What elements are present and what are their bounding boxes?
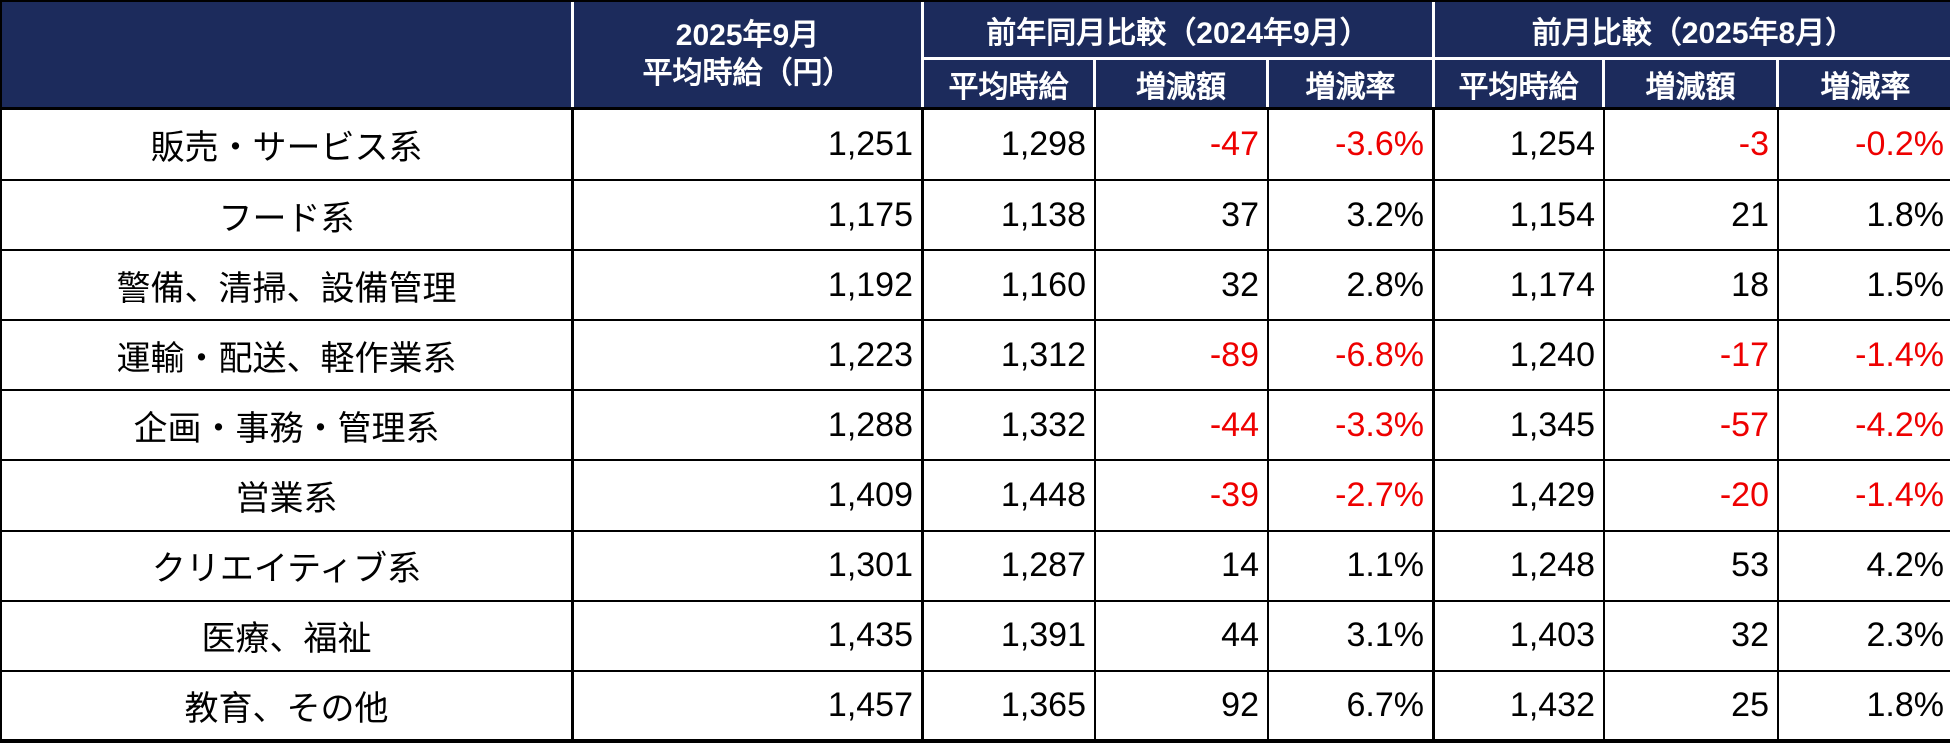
yoy-diff-cell: 37 bbox=[1096, 181, 1269, 252]
mom-avg-header: 平均時給 bbox=[1435, 60, 1605, 107]
mom-avg-cell: 1,432 bbox=[1435, 671, 1605, 739]
mom-avg-cell: 1,154 bbox=[1435, 181, 1605, 252]
table-row: 医療、福祉 1,435 1,391 44 3.1% 1,403 32 2.3% bbox=[2, 601, 1950, 672]
yoy-rate-cell: 1.1% bbox=[1269, 531, 1435, 602]
yoy-avg-cell: 1,298 bbox=[924, 107, 1096, 182]
mom-avg-cell: 1,345 bbox=[1435, 391, 1605, 462]
mom-diff-cell: 32 bbox=[1605, 601, 1779, 672]
yoy-avg-cell: 1,365 bbox=[924, 671, 1096, 739]
mom-rate-cell: 4.2% bbox=[1779, 531, 1950, 602]
current-cell: 1,192 bbox=[574, 251, 924, 322]
header-sub-row: 平均時給 増減額 増減率 平均時給 増減額 増減率 bbox=[2, 60, 1950, 107]
category-cell: クリエイティブ系 bbox=[2, 531, 574, 602]
current-cell: 1,409 bbox=[574, 461, 924, 532]
current-cell: 1,457 bbox=[574, 671, 924, 739]
table-row: 教育、その他 1,457 1,365 92 6.7% 1,432 25 1.8% bbox=[2, 671, 1950, 739]
yoy-diff-cell: 32 bbox=[1096, 251, 1269, 322]
yoy-avg-cell: 1,391 bbox=[924, 601, 1096, 672]
mom-rate-cell: -0.2% bbox=[1779, 107, 1950, 182]
mom-rate-cell: 1.5% bbox=[1779, 251, 1950, 322]
mom-diff-cell: -20 bbox=[1605, 461, 1779, 532]
yoy-avg-cell: 1,448 bbox=[924, 461, 1096, 532]
yoy-avg-cell: 1,332 bbox=[924, 391, 1096, 462]
yoy-avg-cell: 1,287 bbox=[924, 531, 1096, 602]
current-cell: 1,251 bbox=[574, 107, 924, 182]
category-cell: 運輸・配送、軽作業系 bbox=[2, 321, 574, 392]
mom-rate-cell: 2.3% bbox=[1779, 601, 1950, 672]
table-body: 販売・サービス系 1,251 1,298 -47 -3.6% 1,254 -3 -0.2% フー… bbox=[2, 107, 1950, 739]
category-cell: 販売・サービス系 bbox=[2, 107, 574, 182]
mom-avg-cell: 1,248 bbox=[1435, 531, 1605, 602]
table-row: 運輸・配送、軽作業系 1,223 1,312 -89 -6.8% 1,240 -17 -1.4… bbox=[2, 321, 1950, 392]
mom-group-header: 前月比較（2025年8月） bbox=[1435, 2, 1950, 60]
table-row: 営業系 1,409 1,448 -39 -2.7% 1,429 -20 -1.4% bbox=[2, 461, 1950, 532]
yoy-avg-cell: 1,138 bbox=[924, 181, 1096, 252]
mom-avg-cell: 1,240 bbox=[1435, 321, 1605, 392]
mom-avg-cell: 1,429 bbox=[1435, 461, 1605, 532]
mom-diff-cell: 18 bbox=[1605, 251, 1779, 322]
category-cell: 教育、その他 bbox=[2, 671, 574, 739]
yoy-diff-cell: -39 bbox=[1096, 461, 1269, 532]
yoy-diff-cell: 92 bbox=[1096, 671, 1269, 739]
mom-rate-cell: 1.8% bbox=[1779, 671, 1950, 739]
yoy-rate-cell: -3.6% bbox=[1269, 107, 1435, 182]
mom-diff-header: 増減額 bbox=[1605, 60, 1779, 107]
mom-diff-cell: -3 bbox=[1605, 107, 1779, 182]
yoy-rate-cell: 3.2% bbox=[1269, 181, 1435, 252]
yoy-group-header: 前年同月比較（2024年9月） bbox=[924, 2, 1435, 60]
mom-diff-cell: 21 bbox=[1605, 181, 1779, 252]
mom-diff-cell: 25 bbox=[1605, 671, 1779, 739]
table-row: フード系 1,175 1,138 37 3.2% 1,154 21 1.8% bbox=[2, 181, 1950, 252]
yoy-rate-cell: 2.8% bbox=[1269, 251, 1435, 322]
current-cell: 1,288 bbox=[574, 391, 924, 462]
yoy-rate-cell: 6.7% bbox=[1269, 671, 1435, 739]
header-group-row: 2025年9月 平均時給（円） 前年同月比較（2024年9月） 前月比較（202… bbox=[2, 2, 1950, 107]
yoy-diff-cell: -47 bbox=[1096, 107, 1269, 182]
yoy-avg-cell: 1,160 bbox=[924, 251, 1096, 322]
table-row: 販売・サービス系 1,251 1,298 -47 -3.6% 1,254 -3 -0.2% bbox=[2, 107, 1950, 182]
mom-rate-cell: 1.8% bbox=[1779, 181, 1950, 252]
current-cell: 1,435 bbox=[574, 601, 924, 672]
yoy-diff-header: 増減額 bbox=[1096, 60, 1269, 107]
mom-diff-cell: -17 bbox=[1605, 321, 1779, 392]
yoy-diff-cell: -44 bbox=[1096, 391, 1269, 462]
category-cell: 警備、清掃、設備管理 bbox=[2, 251, 574, 322]
yoy-diff-cell: -89 bbox=[1096, 321, 1269, 392]
current-cell: 1,223 bbox=[574, 321, 924, 392]
mom-rate-cell: -4.2% bbox=[1779, 391, 1950, 462]
mom-diff-cell: 53 bbox=[1605, 531, 1779, 602]
mom-rate-header: 増減率 bbox=[1779, 60, 1950, 107]
yoy-rate-cell: 3.1% bbox=[1269, 601, 1435, 672]
current-cell: 1,175 bbox=[574, 181, 924, 252]
yoy-rate-header: 増減率 bbox=[1269, 60, 1435, 107]
yoy-diff-cell: 14 bbox=[1096, 531, 1269, 602]
table-row: 警備、清掃、設備管理 1,192 1,160 32 2.8% 1,174 18 1.5% bbox=[2, 251, 1950, 322]
category-cell: フード系 bbox=[2, 181, 574, 252]
mom-avg-cell: 1,254 bbox=[1435, 107, 1605, 182]
mom-rate-cell: -1.4% bbox=[1779, 321, 1950, 392]
table-row: クリエイティブ系 1,301 1,287 14 1.1% 1,248 53 4.2% bbox=[2, 531, 1950, 602]
category-cell: 営業系 bbox=[2, 461, 574, 532]
yoy-avg-header: 平均時給 bbox=[924, 60, 1096, 107]
current-month-header: 2025年9月 平均時給（円） bbox=[574, 2, 924, 107]
table-header: 2025年9月 平均時給（円） 前年同月比較（2024年9月） 前月比較（202… bbox=[2, 2, 1950, 107]
category-cell: 医療、福祉 bbox=[2, 601, 574, 672]
yoy-rate-cell: -6.8% bbox=[1269, 321, 1435, 392]
mom-diff-cell: -57 bbox=[1605, 391, 1779, 462]
yoy-rate-cell: -3.3% bbox=[1269, 391, 1435, 462]
yoy-diff-cell: 44 bbox=[1096, 601, 1269, 672]
category-header-cell bbox=[2, 2, 574, 107]
table-row: 企画・事務・管理系 1,288 1,332 -44 -3.3% 1,345 -57 -4.2% bbox=[2, 391, 1950, 462]
yoy-rate-cell: -2.7% bbox=[1269, 461, 1435, 532]
yoy-avg-cell: 1,312 bbox=[924, 321, 1096, 392]
mom-avg-cell: 1,403 bbox=[1435, 601, 1605, 672]
mom-rate-cell: -1.4% bbox=[1779, 461, 1950, 532]
category-cell: 企画・事務・管理系 bbox=[2, 391, 574, 462]
mom-avg-cell: 1,174 bbox=[1435, 251, 1605, 322]
current-cell: 1,301 bbox=[574, 531, 924, 602]
